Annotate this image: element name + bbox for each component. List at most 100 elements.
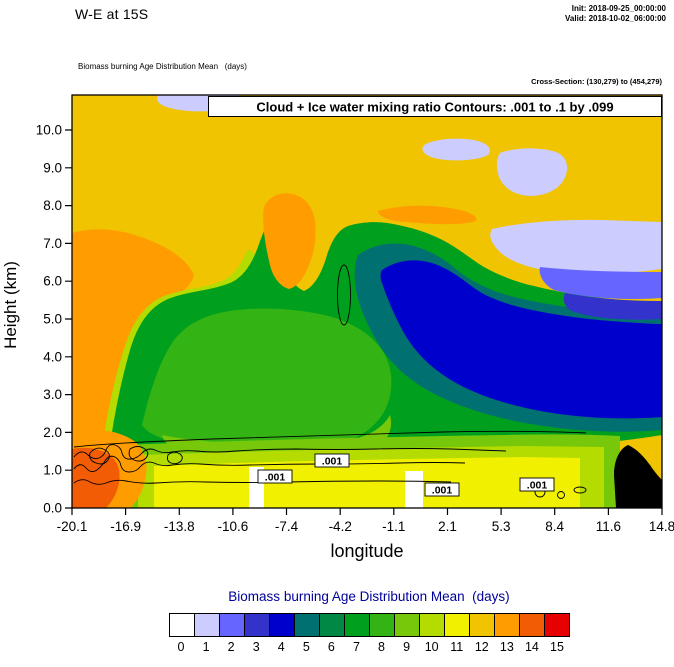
region-age13-crest-band xyxy=(378,205,477,225)
colorbar-label: 12 xyxy=(474,640,489,654)
y-tick-label: 5.0 xyxy=(43,312,62,327)
colorbar-cell xyxy=(268,613,295,637)
y-tick-label: 6.0 xyxy=(43,274,62,289)
colorbar-legend: Biomass burning Age Distribution Mean (d… xyxy=(136,589,602,654)
x-axis-ticks xyxy=(71,508,663,515)
region-age8-inner-green xyxy=(142,308,392,450)
contour-label-text: .001 xyxy=(265,472,286,484)
cloud-contour-line xyxy=(73,444,507,460)
contour-label-text: .001 xyxy=(322,456,343,468)
contour-label-text: .001 xyxy=(432,485,453,497)
overlay-title-box xyxy=(208,96,662,117)
colorbar-label: 4 xyxy=(277,640,285,654)
x-tick-label: 14.8 xyxy=(649,519,674,534)
cloud-contour-loop xyxy=(166,451,183,465)
region-age1-upper-mid xyxy=(422,138,490,161)
contour-label-box xyxy=(519,477,555,492)
colorbar-label: 5 xyxy=(302,640,310,654)
x-tick-label: -13.8 xyxy=(164,519,195,534)
colorbar xyxy=(168,613,570,637)
colorbar-cell xyxy=(368,613,395,637)
x-tick-label: -10.6 xyxy=(218,519,249,534)
contour-label-box xyxy=(257,469,293,484)
region-age1-right-band xyxy=(490,219,662,274)
region-age3-right-band xyxy=(563,293,662,320)
x-tick-label: 2.1 xyxy=(438,519,457,534)
init-time-label: Init: 2018-09-25_00:00:00 xyxy=(571,4,666,13)
colorbar-cell xyxy=(293,613,320,637)
valid-time-label: Valid: 2018-10-02_06:00:00 xyxy=(565,14,666,23)
fill-regions: .001 .001 .001 .001 xyxy=(72,95,662,508)
colorbar-cell xyxy=(343,613,370,637)
colorbar-label: 9 xyxy=(403,640,411,654)
region-age2-right-band xyxy=(539,267,662,300)
contour-label-text: .001 xyxy=(527,480,548,492)
plot-border xyxy=(71,94,663,509)
y-tick-label: 9.0 xyxy=(43,160,62,175)
colorbar-label: 2 xyxy=(227,640,235,654)
region-age1-upper-right xyxy=(496,148,568,196)
overlay-title-text: Cloud + Ice water mixing ratio Contours:… xyxy=(256,100,613,115)
region-terrain-black xyxy=(614,445,662,508)
colorbar-cell xyxy=(318,613,345,637)
contour-label-box xyxy=(424,482,460,497)
colorbar-label: 1 xyxy=(202,640,210,654)
cloud-contour-line xyxy=(73,430,587,448)
run-times: Init: 2018-09-25_00:00:00 Valid: 2018-10… xyxy=(565,4,666,24)
colorbar-cell xyxy=(493,613,520,637)
contour-label-box xyxy=(314,453,350,468)
colorbar-label: 15 xyxy=(550,640,564,654)
page-title: W-E at 15S xyxy=(75,6,149,22)
y-axis-title: Height (km) xyxy=(1,261,20,349)
y-axis-ticks xyxy=(65,129,72,509)
colorbar-label: 0 xyxy=(177,640,185,654)
x-tick-label: -16.9 xyxy=(110,519,141,534)
colorbar-cell xyxy=(468,613,495,637)
colorbar-cell xyxy=(418,613,445,637)
y-tick-label: 10.0 xyxy=(36,123,62,138)
colorbar-cell xyxy=(243,613,270,637)
x-tick-labels: -20.1 -16.9 -13.8 -10.6 -7.4 -4.2 -1.1 2… xyxy=(57,519,674,534)
y-tick-label: 8.0 xyxy=(43,198,62,213)
region-age4-dark-blue xyxy=(380,260,662,419)
field-line-fill: Biomass burning Age Distribution Mean (d… xyxy=(78,62,247,71)
x-tick-label: -20.1 xyxy=(57,519,88,534)
colorbar-cell xyxy=(518,613,545,637)
cloud-contour-aloft-ellipse xyxy=(337,264,351,326)
colorbar-cell xyxy=(543,613,570,637)
colorbar-label: 14 xyxy=(524,640,539,654)
colorbar-label: 8 xyxy=(378,640,385,654)
x-axis-title: longitude xyxy=(330,541,403,561)
cloud-contour-loop xyxy=(128,446,149,462)
x-tick-label: 5.3 xyxy=(492,519,511,534)
cloud-contour-line xyxy=(73,455,466,473)
colorbar-label: 3 xyxy=(252,640,260,654)
y-tick-labels: 0.0 1.0 2.0 3.0 4.0 5.0 6.0 7.0 8.0 9.0 … xyxy=(36,123,62,516)
region-age13-tongue xyxy=(263,193,316,289)
cloud-contour-loop xyxy=(573,486,587,494)
colorbar-cell xyxy=(193,613,220,637)
y-tick-label: 3.0 xyxy=(43,387,62,402)
colorbar-label: 7 xyxy=(352,640,360,654)
cross-section-label: Cross-Section: (130,279) to (454,279) xyxy=(531,77,662,86)
cloud-contour-line xyxy=(73,479,452,485)
colorbar-cell xyxy=(218,613,245,637)
cloud-contour-loop xyxy=(89,447,110,465)
colorbar-label: 11 xyxy=(450,640,464,654)
cloud-contour-loop xyxy=(557,491,565,499)
colorbar-labels: 0 1 2 3 4 5 6 7 8 9 10 11 12 13 14 15 xyxy=(169,640,570,654)
legend-title: Biomass burning Age Distribution Mean (d… xyxy=(228,589,510,604)
x-tick-label: 11.6 xyxy=(596,519,621,534)
x-tick-label: -1.1 xyxy=(382,519,405,534)
x-tick-label: -4.2 xyxy=(329,519,352,534)
colorbar-cell xyxy=(393,613,420,637)
y-tick-label: 4.0 xyxy=(43,349,62,364)
colorbar-label: 6 xyxy=(327,640,335,654)
y-tick-label: 0.0 xyxy=(43,501,62,516)
colorbar-cell xyxy=(168,613,195,637)
region-age0-gap-mid xyxy=(405,471,423,508)
x-tick-label: -7.4 xyxy=(275,519,299,534)
colorbar-label: 13 xyxy=(499,640,514,654)
y-tick-label: 7.0 xyxy=(43,236,62,251)
